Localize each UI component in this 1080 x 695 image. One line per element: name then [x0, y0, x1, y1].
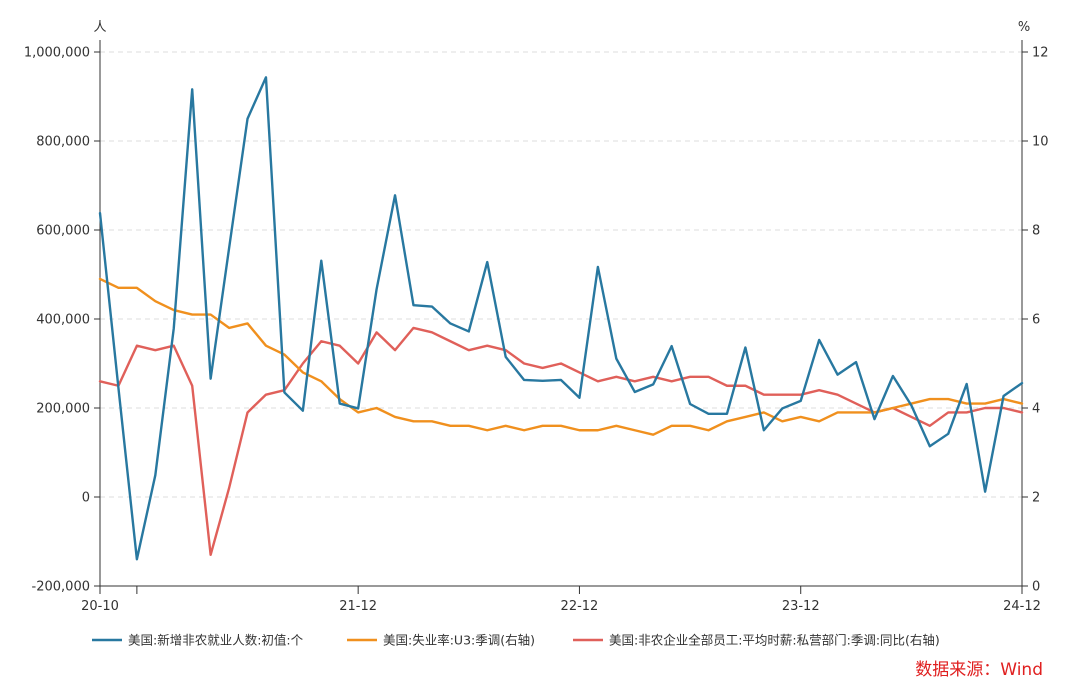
left-axis-ticks: -200,000 0 200,000 400,000 600,000 800,000 1,0… [24, 46, 100, 595]
legend-label: 美国:新增非农就业人数:初值:个 [128, 633, 304, 648]
x-tick-label: 21-12 [339, 599, 377, 614]
legend-label: 美国:非农企业全部员工:平均时薪:私营部门:季调:同比(右轴) [609, 633, 940, 648]
left-tick-label: 400,000 [36, 313, 90, 328]
right-axis-unit: % [1018, 20, 1030, 35]
right-tick-label: 8 [1032, 224, 1040, 239]
left-tick-label: 600,000 [36, 224, 90, 239]
right-tick-label: 0 [1032, 580, 1040, 595]
right-tick-label: 2 [1032, 491, 1040, 506]
right-tick-label: 6 [1032, 313, 1040, 328]
gridlines [100, 51, 1022, 498]
left-tick-label: 0 [82, 491, 90, 506]
x-tick-label: 23-12 [782, 599, 820, 614]
legend-label: 美国:失业率:U3:季调(右轴) [383, 633, 535, 648]
left-tick-label: -200,000 [32, 580, 90, 595]
right-tick-label: 10 [1032, 135, 1049, 150]
x-tick-label: 22-12 [561, 599, 599, 614]
series-line-0 [98, 76, 1024, 561]
series-line-1 [98, 277, 1024, 436]
legend: 美国:新增非农就业人数:初值:个 美国:失业率:U3:季调(右轴) 美国:非农企业全… [92, 633, 940, 648]
left-axis-unit: 人 [93, 20, 106, 35]
data-source-label: 数据来源：Wind [915, 660, 1043, 680]
right-axis-ticks: 0 2 4 6 8 10 12 [1022, 46, 1049, 595]
axes [99, 40, 1023, 587]
left-tick-label: 200,000 [36, 402, 90, 417]
left-tick-label: 800,000 [36, 135, 90, 150]
x-tick-label: 20-10 [81, 599, 119, 614]
x-tick-label: 24-12 [1003, 599, 1041, 614]
right-tick-label: 12 [1032, 46, 1049, 61]
x-axis-ticks: 20-10 21-12 22-12 23-12 24-12 [81, 586, 1041, 614]
series-line-2 [98, 326, 1024, 557]
right-tick-label: 4 [1032, 402, 1040, 417]
left-tick-label: 1,000,000 [24, 46, 90, 61]
series-lines [98, 76, 1024, 561]
